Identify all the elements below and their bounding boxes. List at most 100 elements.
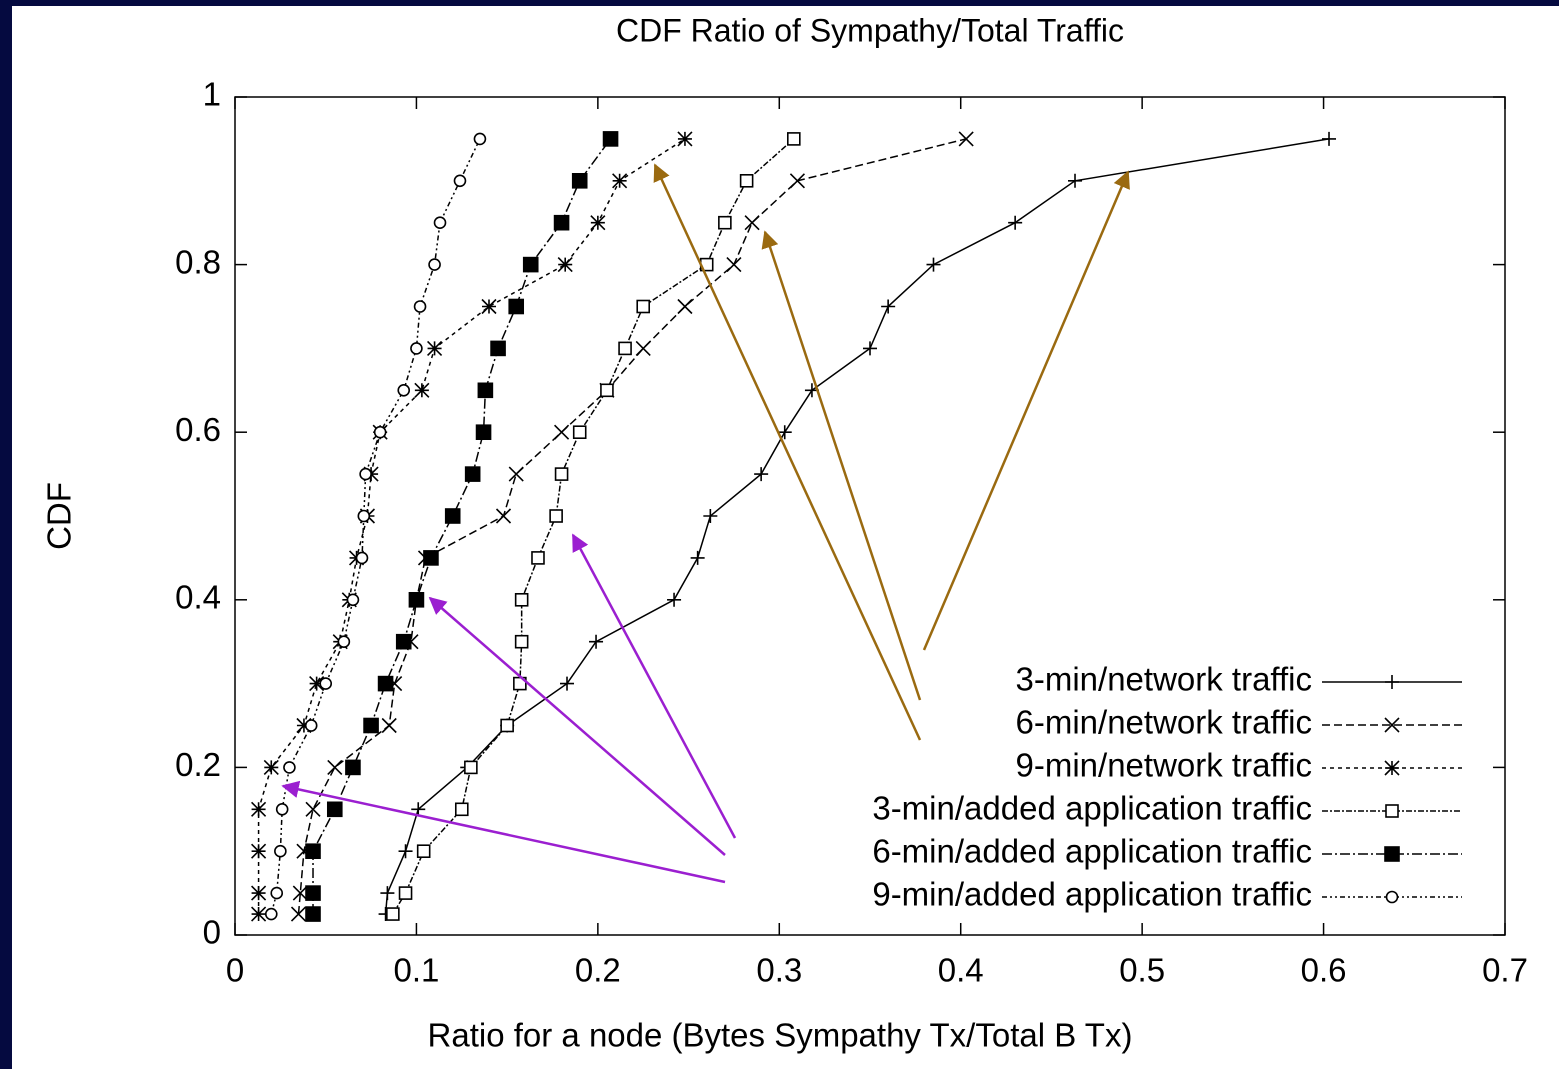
legend: 3-min/network traffic 6-min/network traff… <box>872 661 1462 913</box>
point <box>410 342 423 355</box>
legend-label: 3-min/network traffic <box>1016 661 1312 698</box>
legend-marker <box>1384 760 1400 776</box>
point <box>926 257 941 272</box>
point <box>618 341 632 356</box>
x-tick-label: 0.4 <box>938 952 984 989</box>
point <box>363 717 379 734</box>
point <box>1008 215 1023 230</box>
point <box>881 299 896 314</box>
point <box>411 802 426 817</box>
legend-label: 6-min/added application traffic <box>872 833 1312 870</box>
y-tick-label: 0.2 <box>175 746 221 783</box>
point <box>359 467 372 481</box>
arrow <box>571 533 737 839</box>
point <box>475 424 492 441</box>
point <box>786 132 801 146</box>
point <box>427 340 443 356</box>
y-tick-label: 0.4 <box>175 579 221 616</box>
point <box>305 843 321 860</box>
series-line <box>384 138 1330 915</box>
point <box>560 676 575 691</box>
point <box>283 761 296 774</box>
point <box>553 214 570 231</box>
x-tick-label: 0.2 <box>575 952 621 989</box>
point <box>667 592 682 607</box>
point <box>397 383 411 397</box>
point <box>270 886 284 900</box>
point <box>490 340 506 357</box>
point <box>264 907 278 921</box>
x-tick-label: 0.6 <box>1301 952 1347 989</box>
point <box>744 215 760 231</box>
point <box>263 759 279 775</box>
point <box>453 174 467 188</box>
legend-label: 3-min/added application traffic <box>872 790 1312 827</box>
y-tick-label: 0 <box>203 914 221 951</box>
series-line <box>392 138 795 915</box>
point <box>557 257 573 273</box>
point <box>373 425 387 439</box>
point <box>464 466 481 482</box>
point <box>346 593 360 607</box>
point <box>275 802 289 816</box>
point <box>508 466 524 482</box>
legend-marker <box>1384 846 1400 862</box>
point <box>423 550 439 566</box>
legend-marker <box>1385 675 1399 689</box>
point <box>754 467 769 482</box>
point <box>292 885 308 901</box>
point <box>416 844 431 859</box>
point <box>413 300 427 313</box>
point <box>495 508 512 524</box>
point <box>398 886 413 900</box>
point <box>381 717 397 734</box>
arrow <box>281 780 726 884</box>
point <box>345 759 361 776</box>
point <box>590 215 606 231</box>
annotation-arrows <box>281 163 1130 884</box>
point <box>1322 131 1337 146</box>
point <box>958 131 974 147</box>
point <box>739 174 754 188</box>
point <box>444 508 461 524</box>
point <box>602 131 619 147</box>
point <box>433 216 447 229</box>
legend-label: 9-min/network traffic <box>1016 747 1312 784</box>
point <box>251 801 267 817</box>
point <box>473 132 487 146</box>
x-tick-label: 0.3 <box>756 952 802 989</box>
point <box>380 886 395 901</box>
point <box>398 844 413 859</box>
point <box>677 131 693 147</box>
point <box>327 759 343 775</box>
series-line <box>297 138 967 915</box>
point <box>464 760 478 775</box>
legend-marker <box>1385 890 1399 904</box>
figure-area <box>12 6 1559 1069</box>
point <box>549 509 563 523</box>
point <box>454 802 469 817</box>
point <box>1068 173 1083 188</box>
y-tick-label: 1 <box>203 76 221 113</box>
point <box>357 509 371 523</box>
x-axis-label: Ratio for a node (Bytes Sympathy Tx/Tota… <box>428 1017 1133 1054</box>
point <box>571 173 588 189</box>
point <box>296 717 312 734</box>
series-line <box>270 138 481 915</box>
point <box>251 906 267 922</box>
point <box>589 634 604 649</box>
point <box>514 634 529 649</box>
point <box>789 173 805 189</box>
point <box>414 382 430 398</box>
x-tick-label: 0.1 <box>393 952 439 989</box>
point <box>522 256 539 273</box>
x-tick-label: 0 <box>226 952 244 989</box>
point <box>337 635 351 649</box>
point <box>274 844 287 858</box>
point <box>428 258 441 271</box>
point <box>636 299 651 314</box>
point <box>554 467 569 481</box>
legend-marker <box>1385 804 1399 818</box>
point <box>514 592 529 607</box>
point <box>305 885 321 901</box>
